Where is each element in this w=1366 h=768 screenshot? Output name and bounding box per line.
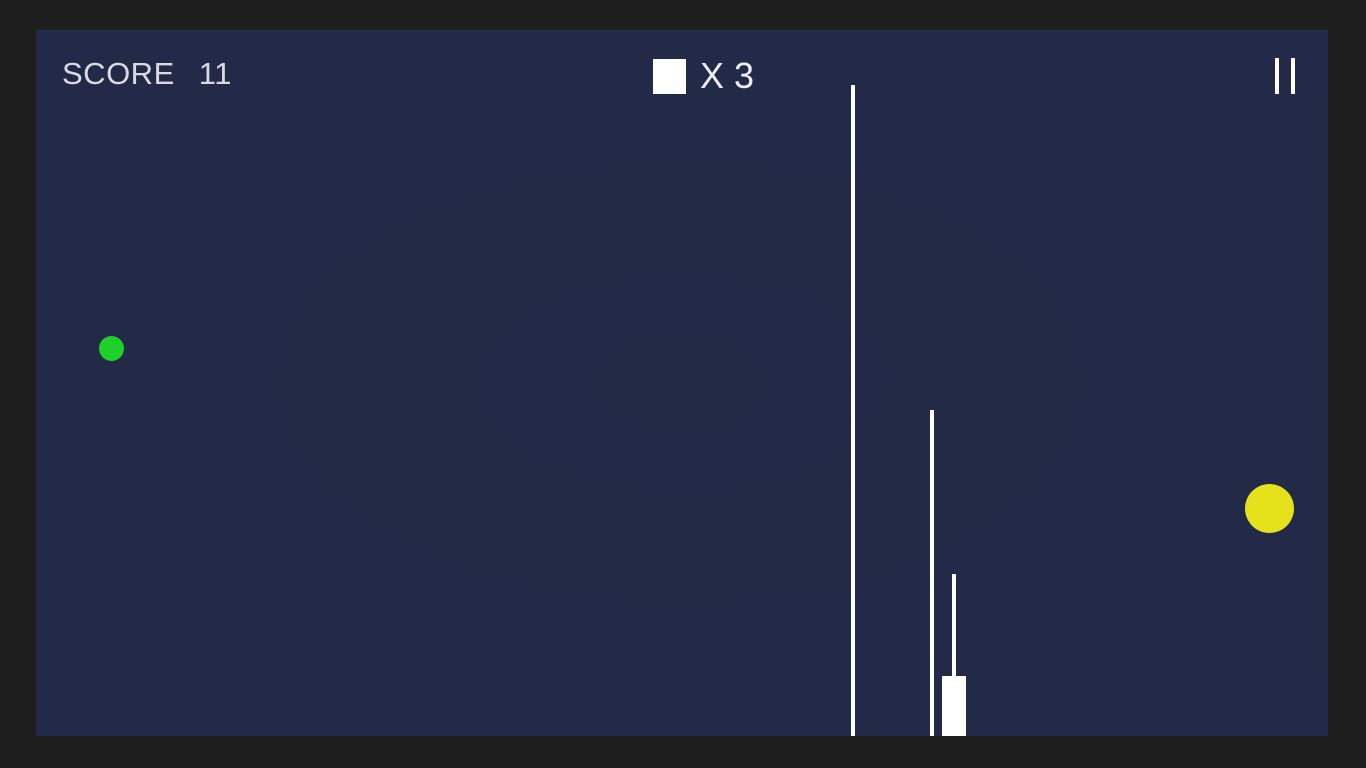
target-ball [1245, 484, 1294, 533]
game-stage[interactable]: SCORE 11 X 3 [36, 30, 1328, 736]
lives-value: 3 [734, 55, 755, 96]
lives-counter: X 3 [653, 55, 754, 97]
score-label: SCORE [62, 56, 175, 91]
life-square-icon [653, 58, 686, 94]
mid-barrier [930, 410, 934, 736]
score-display: SCORE 11 [62, 56, 232, 92]
pause-icon [1275, 58, 1279, 94]
score-value: 11 [198, 56, 232, 91]
short-barrier [952, 574, 956, 736]
pause-icon-bar [1291, 58, 1295, 94]
lives-prefix: X [700, 55, 725, 96]
player-ball[interactable] [99, 336, 124, 361]
block-obstacle [942, 676, 966, 736]
tall-barrier [851, 85, 855, 736]
pause-button[interactable] [1270, 58, 1302, 96]
